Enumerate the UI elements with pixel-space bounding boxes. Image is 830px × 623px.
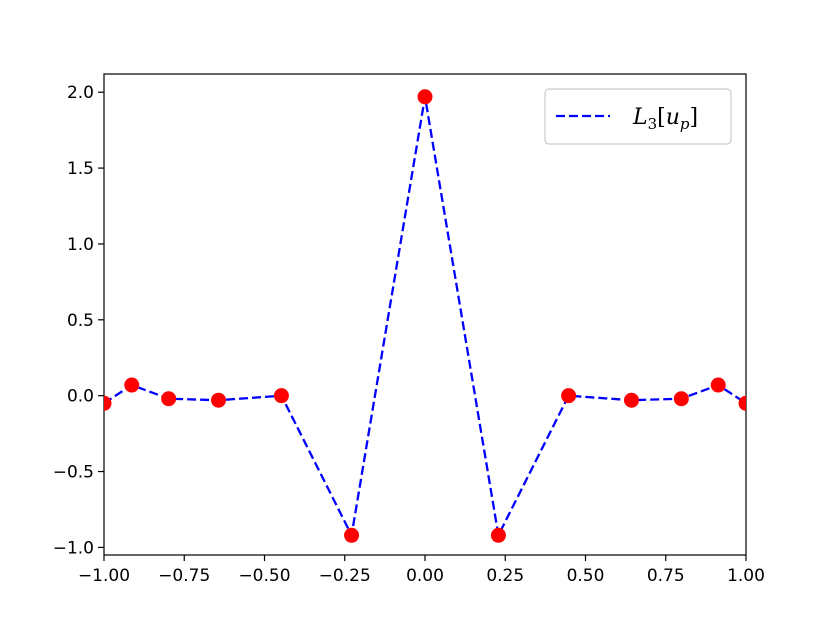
- plot-area: [103, 73, 747, 556]
- legend-label-var: u: [666, 105, 680, 130]
- data-point: [710, 377, 726, 393]
- y-tick-label: 1.0: [67, 235, 94, 255]
- data-point: [211, 392, 227, 408]
- legend-label: L3[up]: [632, 105, 698, 133]
- x-tick-label: 1.00: [727, 566, 765, 586]
- data-point: [273, 388, 289, 404]
- y-tick-label: 1.5: [67, 159, 94, 179]
- x-tick-label: 0.25: [486, 566, 524, 586]
- data-point: [623, 392, 639, 408]
- x-tick-label: −1.00: [78, 566, 130, 586]
- data-point: [561, 388, 577, 404]
- x-axis: −1.00 −0.75 −0.50 −0.25 0.00 0.25 0.50 0.75 1.00: [78, 555, 765, 586]
- y-tick-label: −1.0: [53, 538, 94, 558]
- y-tick-label: −0.5: [53, 463, 94, 483]
- legend: L3[up]: [544, 88, 732, 145]
- legend-label-open: [: [657, 105, 666, 130]
- x-tick-label: 0.75: [647, 566, 685, 586]
- legend-frame: [544, 88, 732, 145]
- y-tick-label: 0.0: [67, 387, 94, 407]
- y-axis: −1.0 −0.5 0.0 0.5 1.0 1.5 2.0: [53, 83, 104, 558]
- data-point: [104, 395, 112, 411]
- x-tick-label: 0.50: [567, 566, 605, 586]
- plot-frame: [103, 73, 747, 556]
- data-point: [124, 377, 140, 393]
- data-point: [738, 395, 746, 411]
- x-tick-label: 0.00: [406, 566, 444, 586]
- data-point: [490, 527, 506, 543]
- y-tick-label: 2.0: [67, 83, 94, 103]
- legend-label-close: ]: [690, 105, 699, 130]
- x-tick-label: −0.25: [319, 566, 371, 586]
- data-point: [673, 391, 689, 407]
- x-tick-label: −0.50: [238, 566, 290, 586]
- series-line: [104, 96, 746, 539]
- data-point: [161, 391, 177, 407]
- x-tick-label: −0.75: [158, 566, 210, 586]
- legend-label-var-subscript: p: [680, 115, 690, 133]
- legend-label-subscript: 3: [648, 115, 658, 133]
- data-point: [417, 89, 433, 105]
- data-point: [344, 527, 360, 543]
- legend-label-base: L: [632, 105, 648, 130]
- y-tick-label: 0.5: [67, 311, 94, 331]
